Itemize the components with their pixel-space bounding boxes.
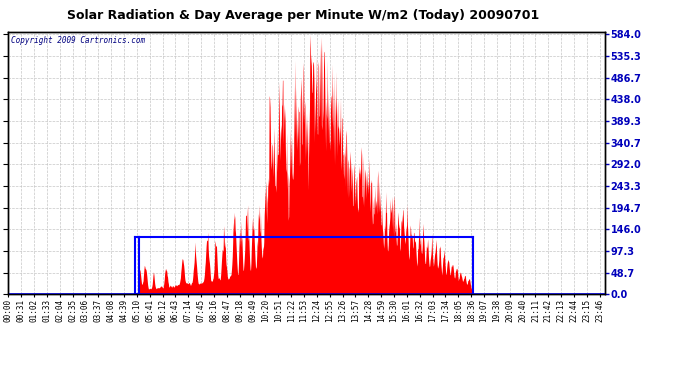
Text: Solar Radiation & Day Average per Minute W/m2 (Today) 20090701: Solar Radiation & Day Average per Minute… <box>68 9 540 22</box>
Text: Copyright 2009 Cartronics.com: Copyright 2009 Cartronics.com <box>11 36 146 45</box>
